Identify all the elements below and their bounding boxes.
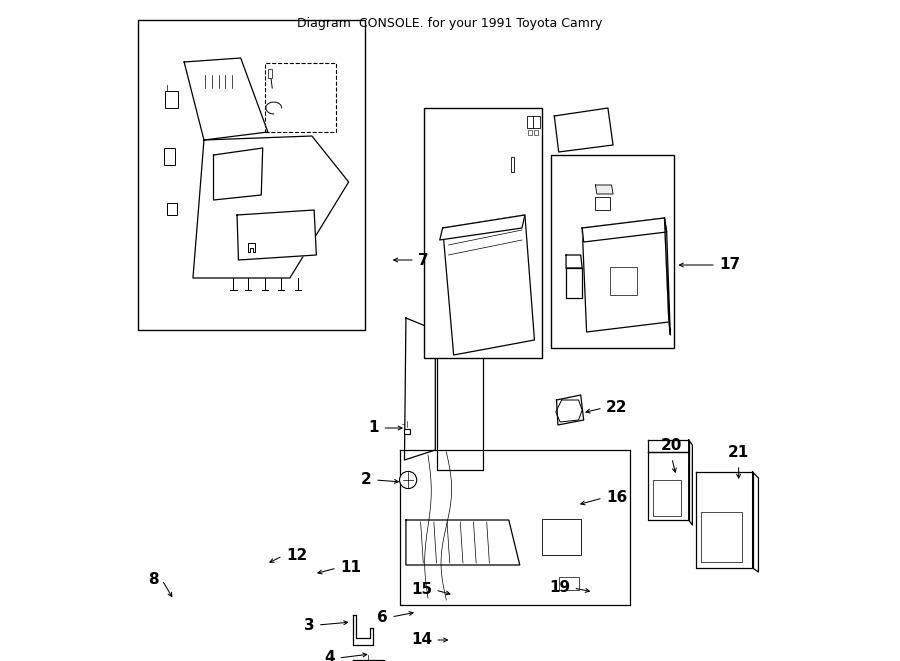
Polygon shape bbox=[648, 440, 688, 452]
Polygon shape bbox=[248, 243, 256, 252]
Polygon shape bbox=[436, 328, 483, 470]
Bar bbox=[165, 91, 178, 108]
Bar bbox=[559, 577, 579, 590]
Text: 14: 14 bbox=[411, 633, 432, 648]
Text: Diagram  CONSOLE. for your 1991 Toyota Camry: Diagram CONSOLE. for your 1991 Toyota Ca… bbox=[297, 17, 603, 30]
Text: 12: 12 bbox=[286, 549, 307, 563]
Polygon shape bbox=[404, 318, 436, 460]
Text: 11: 11 bbox=[340, 561, 361, 576]
Polygon shape bbox=[400, 450, 630, 605]
Polygon shape bbox=[752, 472, 759, 572]
Text: 17: 17 bbox=[719, 258, 741, 272]
Polygon shape bbox=[566, 268, 582, 298]
Bar bbox=[268, 69, 273, 78]
Text: 20: 20 bbox=[662, 438, 682, 453]
Bar bbox=[511, 157, 514, 172]
Polygon shape bbox=[696, 472, 752, 568]
Polygon shape bbox=[596, 185, 613, 194]
Circle shape bbox=[400, 471, 417, 488]
Bar bbox=[404, 429, 410, 434]
Bar bbox=[528, 130, 533, 135]
Polygon shape bbox=[648, 452, 688, 520]
Text: 21: 21 bbox=[728, 445, 750, 459]
Text: 2: 2 bbox=[361, 473, 372, 488]
Text: 4: 4 bbox=[324, 650, 335, 661]
Polygon shape bbox=[554, 108, 613, 152]
Polygon shape bbox=[213, 148, 263, 200]
Bar bbox=[527, 116, 534, 128]
Bar bbox=[265, 63, 337, 132]
Polygon shape bbox=[556, 395, 584, 425]
Bar bbox=[533, 116, 540, 128]
Bar bbox=[610, 267, 636, 295]
Polygon shape bbox=[582, 218, 669, 332]
Polygon shape bbox=[406, 520, 520, 565]
Polygon shape bbox=[566, 255, 582, 268]
Bar bbox=[535, 130, 538, 135]
Text: 1: 1 bbox=[369, 420, 379, 436]
Text: 8: 8 bbox=[148, 572, 158, 588]
Bar bbox=[542, 519, 581, 555]
Polygon shape bbox=[443, 215, 535, 355]
Polygon shape bbox=[440, 215, 525, 240]
Bar bbox=[596, 197, 610, 210]
Text: 3: 3 bbox=[304, 617, 314, 633]
Text: 7: 7 bbox=[418, 253, 428, 268]
Polygon shape bbox=[582, 218, 667, 242]
Bar bbox=[552, 155, 674, 348]
Text: 15: 15 bbox=[411, 582, 432, 598]
Bar bbox=[167, 203, 177, 215]
Text: 6: 6 bbox=[377, 609, 388, 625]
Text: 19: 19 bbox=[549, 580, 570, 596]
Bar bbox=[424, 108, 542, 358]
Text: 16: 16 bbox=[606, 490, 627, 506]
Polygon shape bbox=[237, 210, 316, 260]
Polygon shape bbox=[664, 218, 670, 335]
Polygon shape bbox=[184, 58, 268, 140]
Bar bbox=[164, 149, 176, 165]
Bar bbox=[138, 20, 365, 330]
Polygon shape bbox=[688, 440, 692, 525]
Bar bbox=[652, 480, 681, 516]
Text: 22: 22 bbox=[606, 401, 627, 416]
Polygon shape bbox=[193, 136, 348, 278]
Bar bbox=[701, 512, 742, 562]
